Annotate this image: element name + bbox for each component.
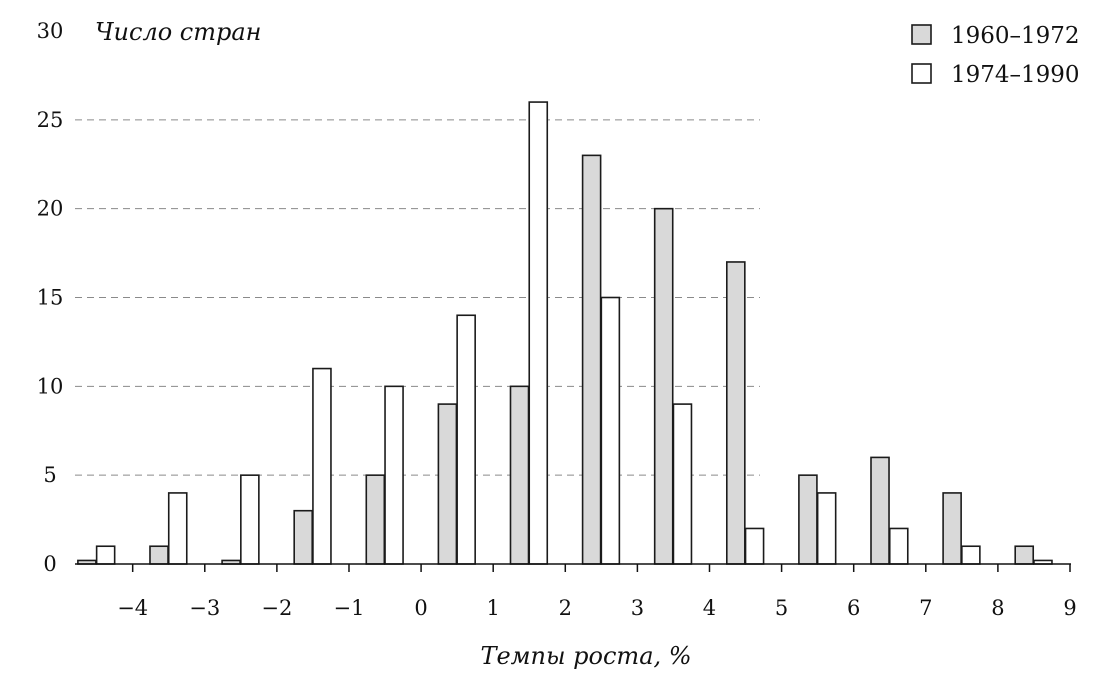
bar-1974-1990 <box>240 474 260 565</box>
bar-1960-1972 <box>509 385 530 565</box>
bar-1974-1990 <box>95 545 116 565</box>
bar-1960-1972 <box>653 207 674 565</box>
bar-1974-1990 <box>312 367 332 565</box>
bar-1960-1972 <box>149 545 169 565</box>
x-tick-label: −4 <box>117 596 148 620</box>
bar-1960-1972 <box>437 403 458 565</box>
y-tick-label: 10 <box>37 374 64 398</box>
bar-1974-1990 <box>167 492 188 565</box>
legend-label-1974-1990: 1974–1990 <box>951 62 1080 88</box>
bar-1974-1990 <box>456 314 476 565</box>
bar-1960-1972 <box>365 474 386 565</box>
x-tick-label: −1 <box>334 596 365 620</box>
legend-label-1960-1972: 1960–1972 <box>951 23 1080 49</box>
bar-1974-1990 <box>672 403 693 565</box>
bar-1960-1972 <box>942 492 962 565</box>
bar-1974-1990 <box>600 296 621 565</box>
bar-1974-1990 <box>744 527 765 565</box>
x-tick-label: 7 <box>919 596 932 620</box>
x-tick-label: 9 <box>1063 596 1076 620</box>
bar-1960-1972 <box>798 474 818 565</box>
y-tick-label: 30 <box>37 19 64 43</box>
y-tick-label: 20 <box>37 197 64 221</box>
x-axis-title: Темпы роста, % <box>480 642 691 670</box>
bar-1960-1972 <box>725 261 746 565</box>
legend: 1960–1972 1974–1990 <box>911 23 1080 88</box>
legend-swatch-1960-1972 <box>911 24 932 45</box>
labels: −4 −3 −2 −1 0 1 2 3 4 5 6 7 8 9 0 5 10 15 20 25 30 <box>37 19 1077 620</box>
x-tick-label: 6 <box>847 596 860 620</box>
y-tick-label: 15 <box>37 286 64 310</box>
bar-1974-1990 <box>384 385 404 565</box>
y-tick-label: 25 <box>37 108 64 132</box>
x-tick-label: 8 <box>991 596 1004 620</box>
y-axis-title: Число стран <box>95 18 262 46</box>
legend-swatch-1974-1990 <box>911 63 932 84</box>
bars <box>77 101 1053 565</box>
bar-1960-1972 <box>293 509 314 565</box>
x-tick-label: 2 <box>559 596 572 620</box>
x-tick-label: 1 <box>487 596 500 620</box>
y-tick-label: 5 <box>43 463 56 487</box>
grid-lines <box>75 119 760 476</box>
y-tick-label: 0 <box>43 552 56 576</box>
x-tick-label: −3 <box>189 596 220 620</box>
bar-1974-1990 <box>528 101 549 565</box>
x-tick-label: −2 <box>261 596 292 620</box>
bar-1974-1990 <box>888 527 909 565</box>
bar-1960-1972 <box>581 154 602 565</box>
x-tick-label: 5 <box>775 596 788 620</box>
bar-1960-1972 <box>1014 545 1035 565</box>
bar-1974-1990 <box>816 492 837 565</box>
x-tick-label: 4 <box>703 596 716 620</box>
x-tick-label: 0 <box>414 596 427 620</box>
x-tick-label: 3 <box>631 596 644 620</box>
bar-1974-1990 <box>961 545 981 565</box>
axes <box>75 563 1071 572</box>
bar-1960-1972 <box>870 456 890 565</box>
